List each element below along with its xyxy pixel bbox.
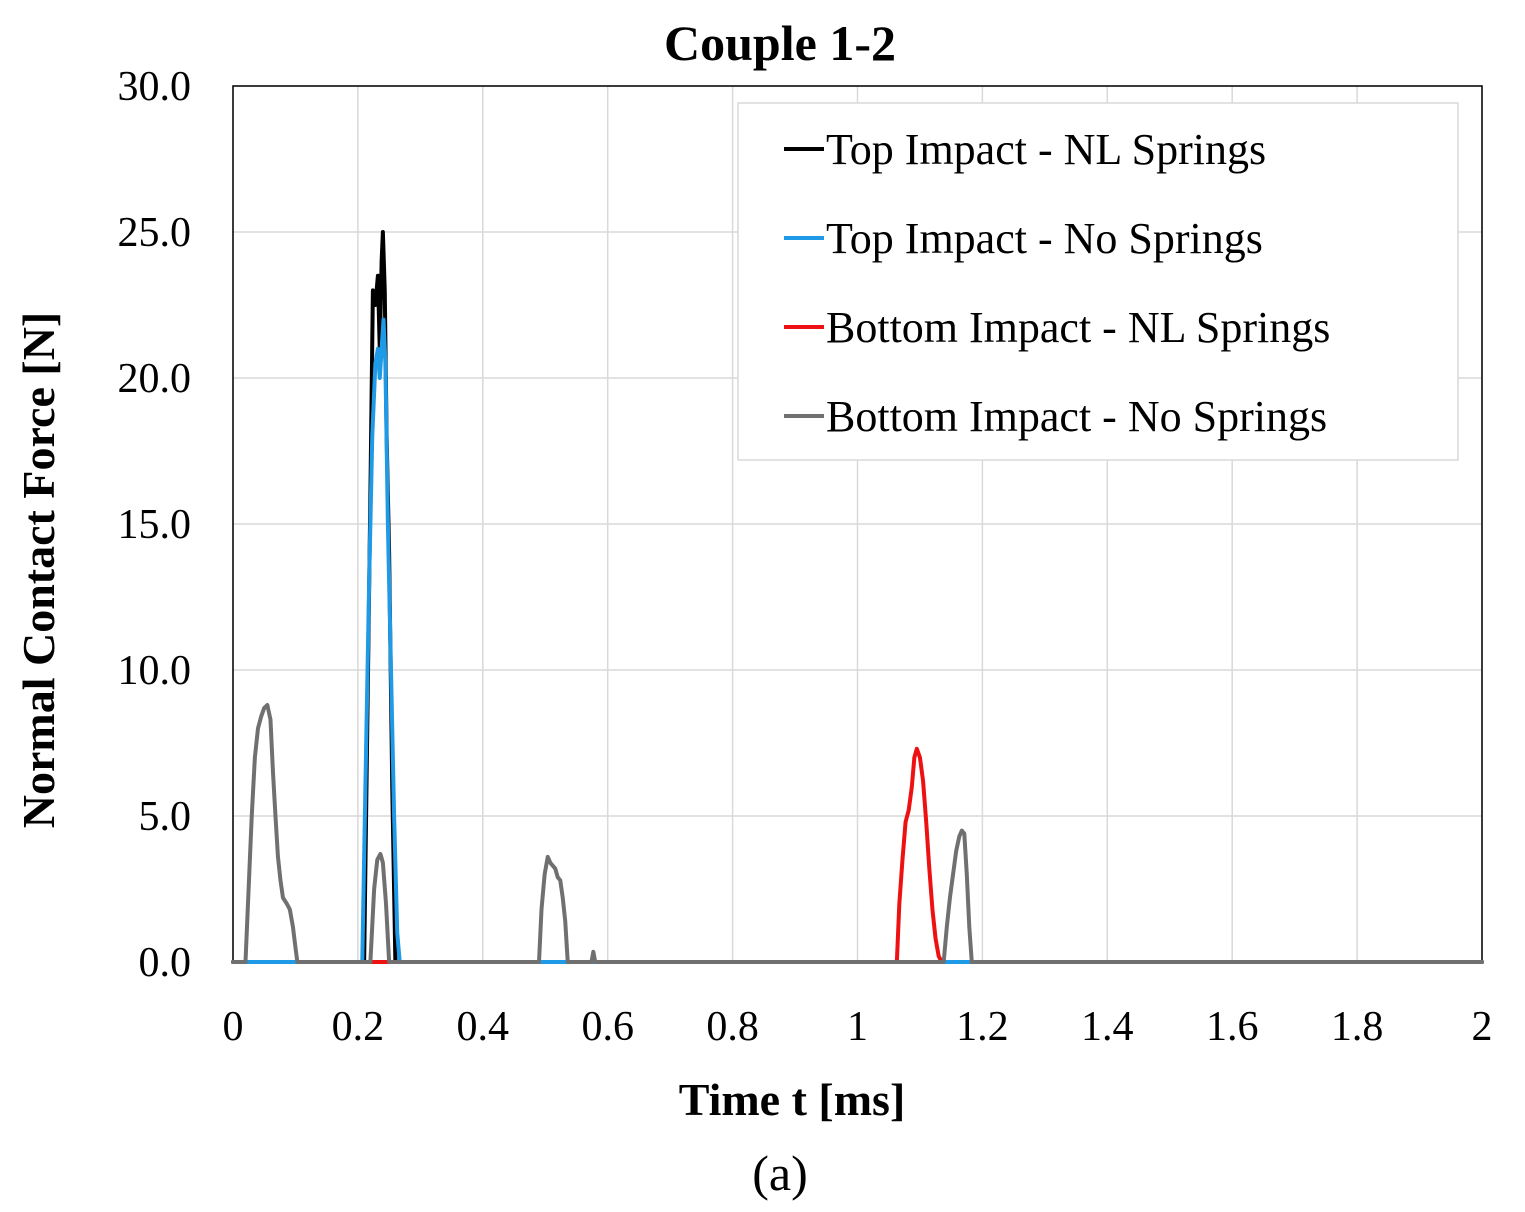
y-tick-label: 15.0 bbox=[118, 502, 192, 548]
legend: Top Impact - NL Springs Top Impact - No S… bbox=[737, 102, 1459, 461]
y-axis-title: Normal Contact Force [N] bbox=[13, 312, 64, 828]
x-tick-label: 1.8 bbox=[1331, 1004, 1384, 1050]
legend-label-0: Top Impact - NL Springs bbox=[826, 125, 1266, 174]
x-tick-label: 0.8 bbox=[706, 1004, 759, 1050]
x-axis-title: Time t [ms] bbox=[679, 1074, 906, 1125]
series-line-1 bbox=[231, 317, 1484, 964]
legend-label-2: Bottom Impact - NL Springs bbox=[826, 303, 1330, 352]
figure-caption: (a) bbox=[752, 1145, 808, 1201]
x-tick-label: 1.6 bbox=[1206, 1004, 1259, 1050]
series-lines bbox=[231, 230, 1484, 964]
x-tick-labels: 0 0.2 0.4 0.6 0.8 1 1.2 1.4 1.6 1.8 2 bbox=[223, 1004, 1493, 1050]
x-tick-label: 1.2 bbox=[956, 1004, 1009, 1050]
series-line-3 bbox=[231, 703, 1484, 964]
legend-label-3: Bottom Impact - No Springs bbox=[826, 392, 1327, 441]
y-tick-label: 25.0 bbox=[118, 210, 192, 256]
x-tick-label: 0 bbox=[223, 1004, 244, 1050]
y-tick-label: 0.0 bbox=[139, 940, 192, 986]
y-tick-label: 10.0 bbox=[118, 648, 192, 694]
y-tick-label: 20.0 bbox=[118, 356, 192, 402]
legend-label-1: Top Impact - No Springs bbox=[826, 214, 1263, 263]
x-tick-label: 0.4 bbox=[457, 1004, 510, 1050]
chart-title: Couple 1-2 bbox=[664, 15, 896, 71]
y-tick-label: 5.0 bbox=[139, 794, 192, 840]
series-line-2 bbox=[231, 746, 1484, 964]
x-tick-label: 0.2 bbox=[332, 1004, 385, 1050]
y-tick-label: 30.0 bbox=[118, 64, 192, 110]
x-tick-label: 1.4 bbox=[1081, 1004, 1134, 1050]
x-tick-label: 2 bbox=[1472, 1004, 1493, 1050]
x-tick-label: 0.6 bbox=[581, 1004, 634, 1050]
legend-box bbox=[737, 102, 1459, 461]
y-tick-labels: 0.0 5.0 10.0 15.0 20.0 25.0 30.0 bbox=[118, 64, 192, 986]
x-tick-label: 1 bbox=[847, 1004, 868, 1050]
